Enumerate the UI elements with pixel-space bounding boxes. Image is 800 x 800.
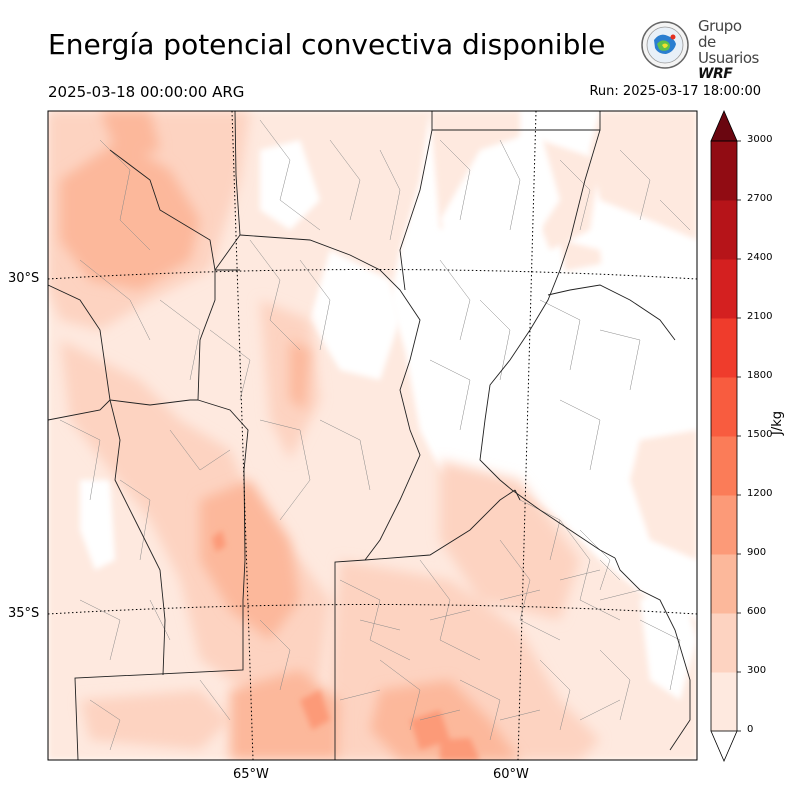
colorbar-tick-label: 2100	[747, 311, 773, 322]
lat-label-30s: 30°S	[8, 271, 40, 286]
colorbar-max-extend	[710, 109, 738, 142]
department-lines	[59, 119, 691, 751]
wrf-logo: Grupo de Usuarios WRF	[638, 16, 759, 82]
colorbar-segment	[711, 554, 737, 614]
colorbar-segment	[711, 436, 737, 496]
logo-text: Grupo de Usuarios WRF	[698, 17, 759, 82]
lon-label-65w: 65°W	[233, 767, 269, 782]
colorbar-segment	[711, 377, 737, 437]
graticule	[48, 111, 697, 760]
lon-label-60w: 60°W	[493, 767, 529, 782]
colorbar-segment	[711, 259, 737, 319]
globe-icon	[641, 21, 689, 69]
colorbar-segment	[711, 613, 737, 673]
colorbar-tick-label: 3000	[747, 134, 773, 145]
page-title: Energía potencial convectiva disponible	[48, 28, 606, 61]
cape-field	[48, 111, 697, 760]
colorbar-tick-label: 600	[747, 606, 767, 617]
map-frame	[47, 110, 698, 761]
colorbar-segment	[711, 141, 737, 201]
colorbar-tick-label: 1800	[747, 370, 773, 381]
run-time: Run: 2025-03-17 18:00:00	[589, 84, 761, 99]
colorbar-tick-label: 300	[747, 665, 767, 676]
valid-time: 2025-03-18 00:00:00 ARG	[48, 83, 245, 101]
colorbar-tick-label: 2400	[747, 252, 773, 263]
province-boundaries	[48, 111, 691, 760]
colorbar-segment	[711, 200, 737, 260]
colorbar-min-extend	[710, 730, 738, 763]
colorbar-tick-label: 900	[747, 547, 767, 558]
colorbar-segment	[711, 672, 737, 732]
colorbar-tick-label: 1200	[747, 488, 773, 499]
colorbar-tick-label: 2700	[747, 193, 773, 204]
lat-label-35s: 35°S	[8, 606, 40, 621]
colorbar-tick-label: 0	[747, 724, 754, 735]
colorbar-segment	[711, 495, 737, 555]
colorbar-segment	[711, 318, 737, 378]
colorbar	[710, 109, 741, 763]
colorbar-tick-label: 1500	[747, 429, 773, 440]
